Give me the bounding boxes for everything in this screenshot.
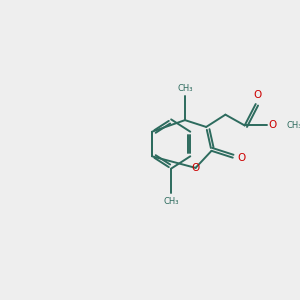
Text: O: O — [253, 90, 261, 100]
Text: O: O — [191, 163, 200, 173]
Text: CH₃: CH₃ — [164, 197, 179, 206]
Text: O: O — [268, 120, 276, 130]
Text: CH₃: CH₃ — [177, 84, 193, 93]
Text: CH₃: CH₃ — [287, 121, 300, 130]
Text: O: O — [238, 153, 246, 163]
